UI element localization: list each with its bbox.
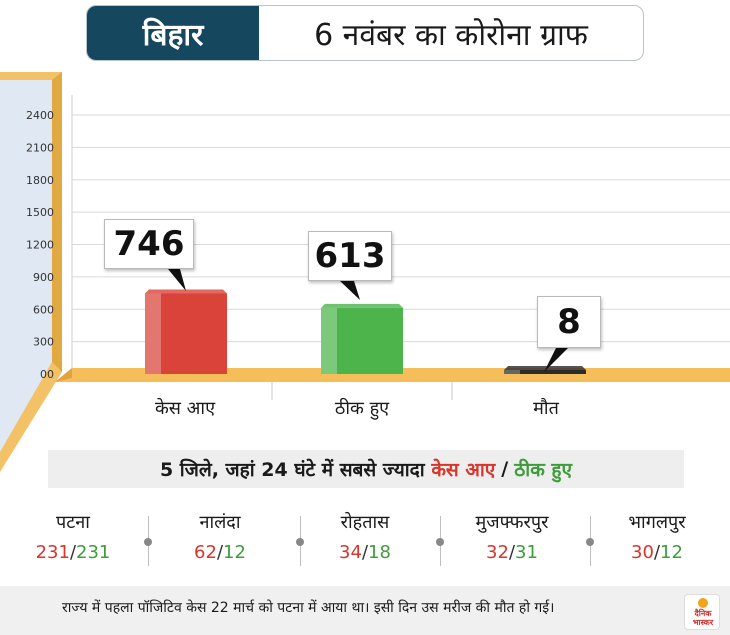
bar-top bbox=[145, 289, 227, 294]
district-name: भागलपुर bbox=[628, 512, 686, 533]
district-sep: / bbox=[216, 542, 224, 563]
left-decoration bbox=[0, 72, 62, 472]
footer-band bbox=[0, 586, 730, 635]
district-cases: 34 bbox=[339, 542, 362, 563]
bar-body bbox=[145, 293, 227, 374]
district-sep: / bbox=[653, 542, 661, 563]
district-title-recovered: ठीक हुए bbox=[514, 459, 573, 481]
district-name: पटना bbox=[56, 512, 90, 533]
district-item: नालंदा 62/12 bbox=[150, 510, 290, 563]
x-label-cases: केस आए bbox=[154, 398, 216, 419]
district-sep: / bbox=[508, 542, 516, 563]
header-box: बिहार 6 नवंबर का कोरोना ग्राफ bbox=[86, 5, 644, 61]
footer-note: राज्य में पहला पॉजिटिव केस 22 मार्च को प… bbox=[62, 600, 555, 616]
district-recovered: 18 bbox=[368, 542, 391, 563]
logo-line-2: भास्कर bbox=[692, 618, 714, 627]
y-tick-label: 1200 bbox=[26, 239, 54, 252]
bar-top bbox=[321, 303, 403, 308]
chart-floor-edge bbox=[55, 368, 72, 382]
data-label-recovered: 613 bbox=[308, 231, 392, 281]
bar bbox=[321, 303, 403, 374]
y-tick-label: 600 bbox=[33, 303, 54, 316]
district-cases: 30 bbox=[631, 542, 654, 563]
dainik-bhaskar-logo: दैनिक भास्कर bbox=[684, 594, 720, 630]
district-recovered: 12 bbox=[660, 542, 683, 563]
x-label-recovered: ठीक हुए bbox=[334, 398, 390, 419]
district-divider-dot bbox=[586, 538, 594, 546]
callout-pointer bbox=[168, 269, 186, 291]
y-tick-label: 1800 bbox=[26, 174, 54, 187]
data-label-cases: 746 bbox=[104, 219, 194, 269]
district-title-cases: केस आए bbox=[431, 459, 496, 481]
callout-pointer bbox=[340, 281, 360, 300]
page-title: 6 नवंबर का कोरोना ग्राफ bbox=[314, 17, 588, 53]
bar-highlight bbox=[321, 307, 337, 374]
district-item: मुजफ्फरपुर 32/31 bbox=[442, 510, 582, 563]
district-name: रोहतास bbox=[340, 512, 390, 533]
district-divider-dot bbox=[436, 538, 444, 546]
district-title-band bbox=[48, 450, 684, 488]
district-title-prefix: 5 जिले, जहां 24 घंटे में सबसे ज्यादा bbox=[159, 459, 425, 481]
district-row: पटना 231/231 नालंदा 62/12 रोहतास 34/18 म… bbox=[0, 500, 730, 580]
y-tick-label: 900 bbox=[33, 271, 54, 284]
bar bbox=[504, 366, 586, 374]
y-tick-label: 2100 bbox=[26, 141, 54, 154]
district-name: मुजफ्फरपुर bbox=[475, 512, 549, 533]
district-name: नालंदा bbox=[199, 512, 241, 533]
district-sep: / bbox=[69, 542, 77, 563]
district-item: पटना 231/231 bbox=[3, 510, 143, 563]
district-title-sep: / bbox=[501, 458, 509, 480]
bar-body bbox=[321, 307, 403, 374]
x-label-deaths: मौत bbox=[533, 398, 559, 419]
bar-top bbox=[504, 366, 586, 370]
district-item: रोहतास 34/18 bbox=[295, 510, 435, 563]
bar bbox=[145, 289, 227, 374]
bar-chart: 00 300 600 900 1200 1500 1800 2100 2400 bbox=[26, 95, 730, 400]
district-recovered: 231 bbox=[76, 542, 111, 563]
district-item: भागलपुर 30/12 bbox=[587, 510, 727, 563]
y-tick-label: 1500 bbox=[26, 206, 54, 219]
logo-line-1: दैनिक bbox=[694, 609, 712, 618]
bar-highlight bbox=[504, 370, 520, 374]
y-axis: 00 300 600 900 1200 1500 1800 2100 2400 bbox=[26, 95, 73, 381]
district-recovered: 31 bbox=[515, 542, 538, 563]
district-cases: 231 bbox=[35, 542, 70, 563]
district-cases: 62 bbox=[194, 542, 217, 563]
callout-pointer bbox=[544, 348, 568, 372]
bars bbox=[145, 269, 586, 400]
y-tick-label: 00 bbox=[40, 368, 54, 381]
district-divider-dot bbox=[296, 538, 304, 546]
bar-body bbox=[504, 370, 586, 374]
district-title: 5 जिले, जहां 24 घंटे में सबसे ज्यादा केस… bbox=[48, 450, 684, 488]
district-divider-dot bbox=[144, 538, 152, 546]
district-recovered: 12 bbox=[223, 542, 246, 563]
y-tick-label: 2400 bbox=[26, 109, 54, 122]
state-label: बिहार bbox=[87, 6, 259, 60]
data-label-deaths: 8 bbox=[537, 296, 601, 348]
sun-icon bbox=[698, 598, 708, 608]
district-cases: 32 bbox=[486, 542, 509, 563]
district-sep: / bbox=[361, 542, 369, 563]
bar-highlight bbox=[145, 293, 161, 374]
y-tick-label: 300 bbox=[33, 336, 54, 349]
